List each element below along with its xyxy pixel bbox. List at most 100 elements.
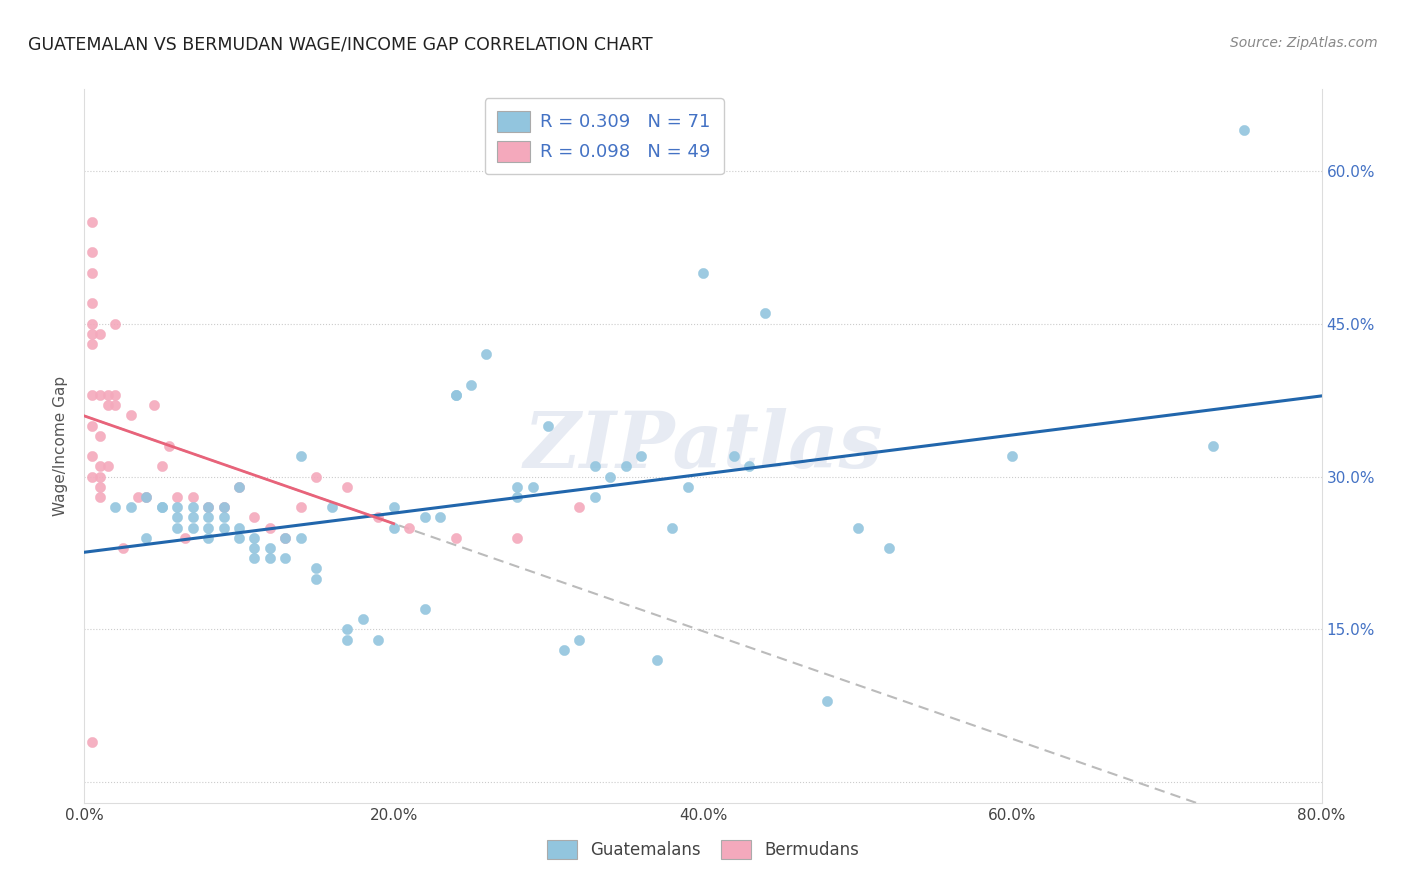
Point <box>274 531 297 545</box>
Point <box>89 459 111 474</box>
Point <box>82 734 104 748</box>
Point <box>82 449 104 463</box>
Point <box>104 317 127 331</box>
Point <box>97 459 120 474</box>
Point <box>583 490 606 504</box>
Point <box>305 561 328 575</box>
Point <box>352 612 374 626</box>
Point <box>382 520 405 534</box>
Point <box>181 520 204 534</box>
Point <box>228 531 250 545</box>
Point <box>228 520 250 534</box>
Point <box>228 480 250 494</box>
Point <box>336 623 359 637</box>
Point <box>614 459 637 474</box>
Point <box>128 490 150 504</box>
Point <box>367 510 389 524</box>
Point <box>522 480 544 494</box>
Point <box>97 398 120 412</box>
Point <box>82 326 104 341</box>
Point <box>305 469 328 483</box>
Point <box>159 439 181 453</box>
Point <box>599 469 621 483</box>
Point <box>243 510 266 524</box>
Text: ZIPatlas: ZIPatlas <box>523 408 883 484</box>
Point <box>104 398 127 412</box>
Point <box>212 520 235 534</box>
Point <box>506 531 529 545</box>
Point <box>166 490 188 504</box>
Point <box>568 632 591 647</box>
Point <box>506 490 529 504</box>
Point <box>212 510 235 524</box>
Point <box>181 500 204 515</box>
Point <box>89 490 111 504</box>
Point <box>444 388 467 402</box>
Point <box>321 500 343 515</box>
Point <box>336 480 359 494</box>
Point <box>1233 123 1256 137</box>
Point <box>104 388 127 402</box>
Point <box>1202 439 1225 453</box>
Point <box>82 317 104 331</box>
Point <box>135 531 157 545</box>
Point <box>444 531 467 545</box>
Point <box>104 500 127 515</box>
Point <box>243 541 266 555</box>
Point <box>166 500 188 515</box>
Point <box>212 500 235 515</box>
Point <box>723 449 745 463</box>
Point <box>413 510 436 524</box>
Point <box>174 531 197 545</box>
Point <box>754 306 776 320</box>
Legend: Guatemalans, Bermudans: Guatemalans, Bermudans <box>540 833 866 866</box>
Point <box>197 520 219 534</box>
Point <box>82 337 104 351</box>
Point <box>259 551 281 566</box>
Point <box>197 500 219 515</box>
Text: Source: ZipAtlas.com: Source: ZipAtlas.com <box>1230 36 1378 50</box>
Point <box>197 510 219 524</box>
Point <box>815 694 838 708</box>
Point <box>82 418 104 433</box>
Y-axis label: Wage/Income Gap: Wage/Income Gap <box>53 376 69 516</box>
Point <box>197 531 219 545</box>
Point <box>97 388 120 402</box>
Point <box>398 520 420 534</box>
Point <box>506 480 529 494</box>
Point <box>82 215 104 229</box>
Point <box>120 409 142 423</box>
Point <box>181 510 204 524</box>
Point <box>475 347 498 361</box>
Point <box>150 500 173 515</box>
Point <box>82 245 104 260</box>
Point <box>228 480 250 494</box>
Point <box>181 490 204 504</box>
Point <box>413 602 436 616</box>
Point <box>290 500 312 515</box>
Point <box>120 500 142 515</box>
Point <box>166 520 188 534</box>
Point <box>82 469 104 483</box>
Point <box>568 500 591 515</box>
Point <box>274 551 297 566</box>
Point <box>676 480 699 494</box>
Point <box>166 510 188 524</box>
Point <box>274 531 297 545</box>
Point <box>290 531 312 545</box>
Point <box>135 490 157 504</box>
Point <box>89 326 111 341</box>
Point <box>645 653 668 667</box>
Point <box>738 459 761 474</box>
Point <box>305 572 328 586</box>
Point <box>89 480 111 494</box>
Point <box>537 418 560 433</box>
Point <box>89 429 111 443</box>
Point <box>243 551 266 566</box>
Point <box>846 520 869 534</box>
Point <box>367 632 389 647</box>
Point <box>212 500 235 515</box>
Point <box>692 266 714 280</box>
Point <box>82 296 104 310</box>
Point <box>661 520 683 534</box>
